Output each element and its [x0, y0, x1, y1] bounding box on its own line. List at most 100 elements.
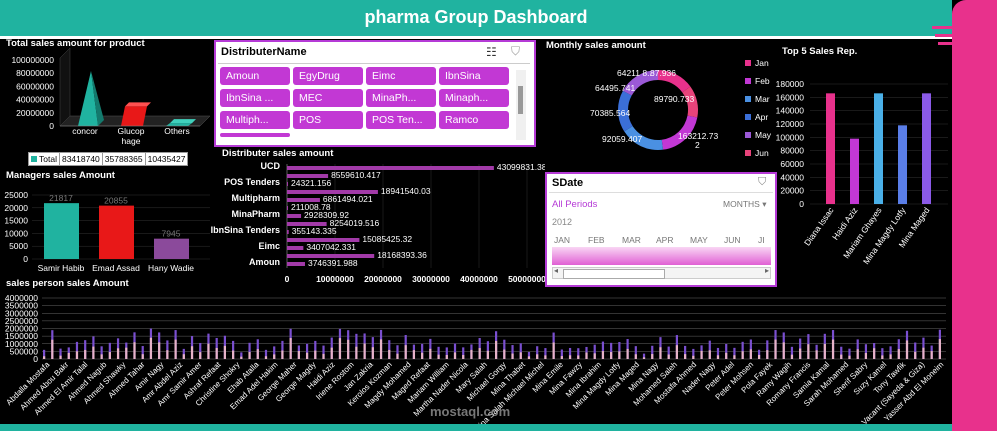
timeline-month[interactable]: FEB: [588, 235, 605, 245]
salesperson-bar-segment: [495, 340, 498, 359]
salesperson-bar: [437, 346, 440, 359]
salesperson-bar: [314, 340, 317, 359]
legend-item: Apr: [745, 112, 768, 122]
table-cell: 35788365: [101, 152, 146, 166]
slicer-item[interactable]: IbnSina ...: [220, 89, 290, 107]
y-tick-label: 3500000: [5, 301, 38, 311]
donut-label: 89790.733: [654, 94, 694, 104]
slicer-item[interactable]: POS: [293, 111, 363, 129]
salesperson-bar-segment: [281, 350, 284, 359]
top5-bar: [826, 93, 835, 204]
salesperson-bar: [182, 348, 185, 359]
data-label: 6861494.021: [323, 194, 373, 204]
slicer-item[interactable]: Eimc: [366, 67, 436, 85]
salesperson-bar-segment: [675, 345, 678, 359]
all-periods-label[interactable]: All Periods: [552, 199, 598, 210]
salesperson-bar: [618, 341, 621, 359]
slicer-year: 2012: [552, 217, 573, 227]
timeline-month[interactable]: APR: [656, 235, 674, 245]
timeline-month[interactable]: JUN: [724, 235, 741, 245]
product-bar: [166, 123, 192, 126]
slicer-item[interactable]: MinaPh...: [366, 89, 436, 107]
salesperson-bar-segment: [223, 345, 226, 359]
salesperson-bar-segment: [544, 355, 547, 359]
category-label: Samir Habib: [38, 263, 85, 273]
salesperson-bar-segment: [552, 342, 555, 359]
salesperson-bar-segment: [264, 356, 268, 359]
category-label: Glucop hage: [117, 126, 145, 146]
salesperson-bar-segment: [207, 343, 210, 359]
salesperson-bar-segment: [560, 356, 563, 359]
timeline-month[interactable]: JAN: [554, 235, 571, 245]
slicer-item[interactable]: Amoun: [220, 67, 290, 85]
salesperson-bar: [503, 339, 506, 359]
salesperson-bar-segment: [174, 339, 177, 359]
y-tick-label: 0: [23, 254, 28, 264]
multi-select-icon[interactable]: ☷: [486, 45, 497, 59]
clear-filter-icon[interactable]: ⛉: [758, 176, 767, 188]
y-tick-label: 20000: [780, 186, 804, 196]
distributer-bar: [287, 182, 288, 186]
slicer-item[interactable]: Minaph...: [439, 89, 509, 107]
donut-slice: [622, 70, 658, 96]
slicer-scrollbar[interactable]: [516, 70, 526, 140]
salesperson-bar: [881, 348, 884, 359]
slicer-item[interactable]: POS Ten...: [366, 111, 436, 129]
category-label: Multipharm: [232, 193, 281, 203]
salesperson-bar-segment: [149, 337, 153, 359]
salesperson-bar-segment: [610, 352, 613, 359]
salesperson-bar-segment: [92, 346, 95, 359]
category-label: UCD: [261, 161, 281, 171]
salesperson-bar-segment: [305, 352, 309, 359]
salesperson-bar-segment: [568, 355, 572, 359]
timeline-month[interactable]: JI: [758, 235, 765, 245]
salesperson-bar-segment: [297, 351, 300, 359]
salesperson-bar-segment: [429, 348, 432, 359]
timeline-month[interactable]: MAR: [622, 235, 641, 245]
salesperson-bar: [166, 340, 169, 359]
salesperson-bar: [610, 342, 613, 359]
dashboard-title: pharma Group Dashboard: [364, 7, 588, 27]
y-tick-label: 4000000: [5, 293, 38, 303]
salesperson-bar-segment: [445, 354, 448, 359]
table-cell: 83418740: [58, 152, 103, 166]
salesperson-bar-segment: [905, 340, 909, 359]
salesperson-bar: [84, 340, 87, 359]
donut-slice: [618, 90, 633, 132]
period-unit-dropdown[interactable]: MONTHS ▾: [723, 199, 767, 209]
slicer-item[interactable]: IbnSina: [439, 67, 509, 85]
timeline-scrollbar[interactable]: ◂ ▸: [552, 266, 771, 279]
salesperson-bar-segment: [766, 350, 769, 359]
slicer-item[interactable]: MEC: [293, 89, 363, 107]
category-label: Mina Magdy Lotfy: [861, 205, 908, 266]
x-tick-label: 10000000: [316, 274, 354, 284]
salesperson-bar-segment: [84, 349, 87, 359]
salesperson-bar-segment: [831, 339, 835, 359]
salesperson-bar-segment: [519, 352, 522, 359]
salesperson-bar-segment: [43, 356, 46, 359]
salesperson-bar-segment: [642, 357, 646, 359]
salesperson-bar-segment: [741, 351, 744, 359]
salesperson-bar: [43, 349, 46, 359]
data-label: 18941540.03: [381, 186, 431, 196]
slicer-item[interactable]: EgyDrug: [293, 67, 363, 85]
clear-filter-icon[interactable]: ⛉: [511, 44, 521, 58]
salesperson-bar-segment: [470, 349, 473, 359]
x-tick-label: 30000000: [412, 274, 450, 284]
y-tick-label: 140000: [776, 106, 805, 116]
distributer-bar: [287, 166, 494, 170]
distributer-bar: [287, 174, 329, 178]
timeline-month[interactable]: MAY: [690, 235, 708, 245]
slicer-item[interactable]: Multiph...: [220, 111, 290, 129]
slicer-item[interactable]: [220, 133, 290, 137]
distributer-bar: [287, 222, 327, 226]
salesperson-bar-segment: [338, 338, 342, 359]
salesperson-bar: [897, 339, 900, 359]
salesperson-bar: [914, 342, 917, 359]
salesperson-bar: [388, 340, 391, 359]
y-tick-label: 15000: [4, 216, 28, 226]
salesperson-bar: [749, 339, 752, 359]
slicer-item[interactable]: Ramco: [439, 111, 509, 129]
salesperson-bar: [453, 343, 457, 359]
timeline-bar[interactable]: [552, 247, 771, 265]
